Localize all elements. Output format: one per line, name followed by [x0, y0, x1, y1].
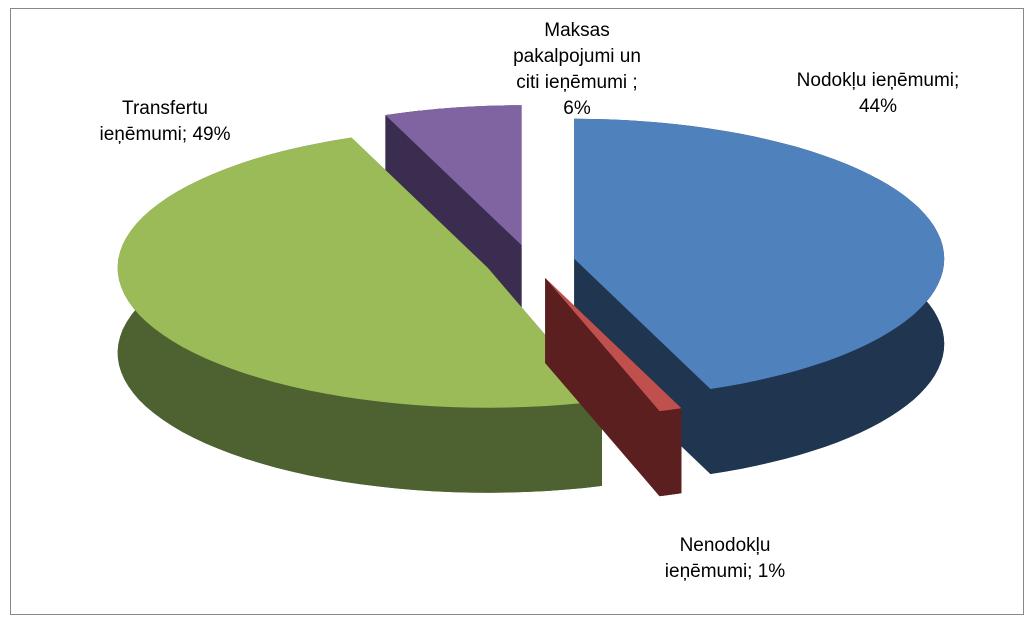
data-label: Maksas pakalpojumi un citi ieņēmumi ; 6%	[513, 20, 641, 119]
data-label: Transfertu ieņēmumi; 49%	[99, 98, 231, 145]
data-label: Nodokļu ieņēmumi; 44%	[796, 70, 960, 117]
slice	[545, 278, 682, 497]
slice-top	[574, 118, 945, 390]
slice-top	[545, 278, 682, 412]
slice-top	[117, 137, 602, 408]
slice	[574, 118, 945, 475]
slice-wall	[545, 278, 660, 497]
slice-top	[385, 105, 522, 246]
data-label: Nenodokļu ieņēmumi; 1%	[664, 535, 786, 582]
slice	[117, 137, 602, 493]
slice-side	[659, 408, 682, 497]
